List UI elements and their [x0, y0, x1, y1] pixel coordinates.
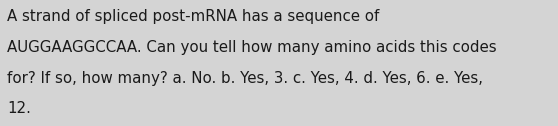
Text: A strand of spliced post-mRNA has a sequence of: A strand of spliced post-mRNA has a sequ… — [7, 9, 379, 24]
Text: 12.: 12. — [7, 101, 31, 116]
Text: for? If so, how many? a. No. b. Yes, 3. c. Yes, 4. d. Yes, 6. e. Yes,: for? If so, how many? a. No. b. Yes, 3. … — [7, 71, 483, 86]
Text: AUGGAAGGCCAA. Can you tell how many amino acids this codes: AUGGAAGGCCAA. Can you tell how many amin… — [7, 40, 497, 55]
